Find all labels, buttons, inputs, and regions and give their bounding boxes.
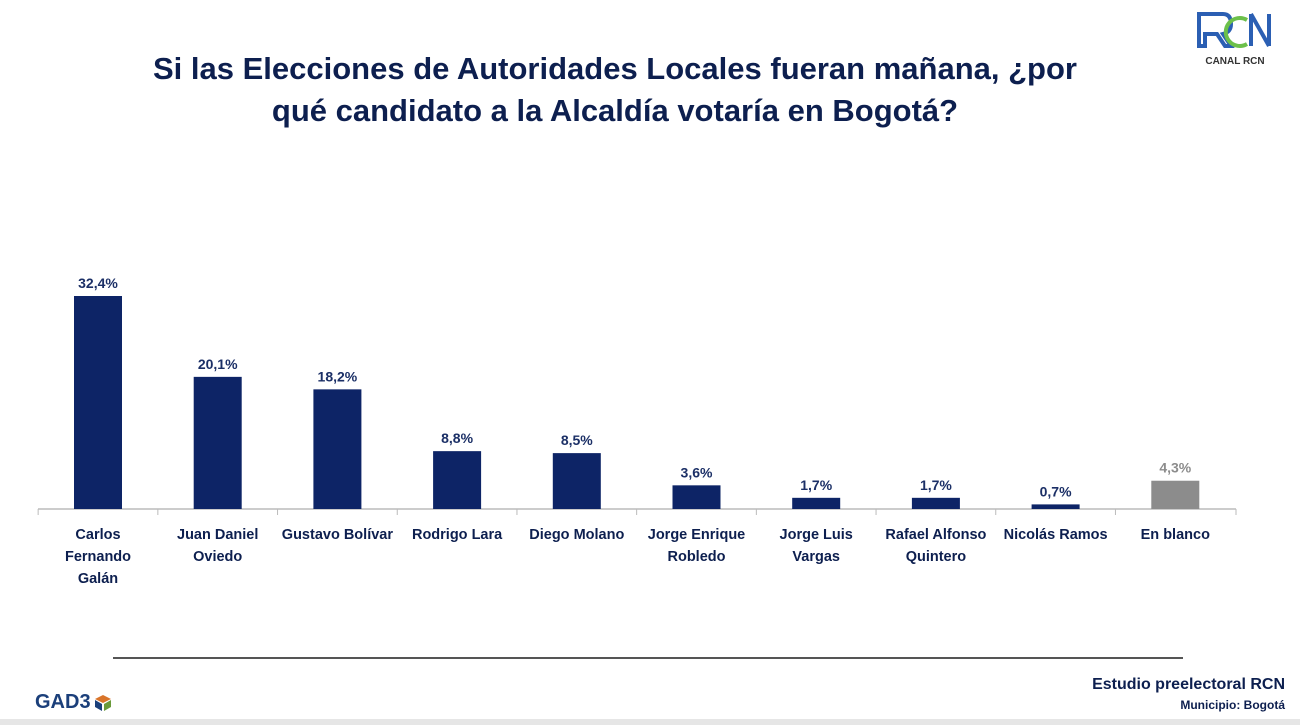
category-label: Gustavo Bolívar — [282, 527, 394, 543]
category-label: Diego Molano — [529, 527, 624, 543]
data-label: 8,5% — [561, 432, 593, 448]
chart-title: Si las Elecciones de Autoridades Locales… — [40, 48, 1190, 132]
bar — [672, 485, 721, 509]
data-label: 4,3% — [1159, 460, 1191, 476]
logo-text: CANAL RCN — [1205, 56, 1264, 67]
data-label: 32,4% — [78, 275, 118, 291]
bar — [792, 497, 841, 509]
data-label: 1,7% — [920, 477, 952, 493]
bar — [74, 296, 122, 509]
data-label: 1,7% — [800, 477, 832, 493]
study-info: Estudio preelectoral RCN Municipio: Bogo… — [1092, 676, 1285, 712]
category-label: En blanco — [1141, 527, 1210, 543]
bar — [433, 451, 482, 509]
bar — [313, 389, 362, 509]
data-label: 20,1% — [198, 356, 238, 372]
municipio: Municipio: Bogotá — [1180, 698, 1285, 712]
category-label: Vargas — [792, 549, 840, 565]
title-line-2: qué candidato a la Alcaldía votaría en B… — [271, 93, 959, 128]
title-line-1: Si las Elecciones de Autoridades Locales… — [153, 51, 1077, 86]
bar — [552, 453, 601, 509]
category-label: Quintero — [906, 549, 967, 565]
category-label: Robledo — [668, 549, 726, 565]
category-label: Jorge Enrique — [648, 527, 746, 543]
divider — [113, 657, 1183, 659]
category-label: Juan Daniel — [177, 527, 258, 543]
gad3-logo: GAD3 — [35, 691, 112, 714]
gad3-text: GAD3 — [35, 691, 91, 713]
data-label: 3,6% — [681, 464, 713, 480]
category-label: Oviedo — [193, 549, 242, 565]
study-name: Estudio preelectoral RCN — [1092, 676, 1285, 693]
bar — [193, 376, 242, 509]
bottom-border — [0, 719, 1300, 725]
category-label: Carlos — [75, 527, 120, 543]
bar — [1151, 480, 1200, 509]
category-label: Jorge Luis — [780, 527, 853, 543]
bar-chart: 32,4% Carlos Fernando Galán 20,1% Juan Daniel… — [37, 275, 1237, 587]
rcn-logo: CANAL RCN — [1197, 12, 1271, 67]
bar — [911, 497, 960, 509]
data-label: 18,2% — [318, 368, 358, 384]
category-label: Fernando — [65, 549, 131, 565]
category-label: Rafael Alfonso — [885, 527, 986, 543]
category-label: Nicolás Ramos — [1004, 527, 1108, 543]
category-label: Galán — [78, 571, 118, 587]
data-label: 8,8% — [441, 430, 473, 446]
bar — [1031, 504, 1080, 509]
data-label: 0,7% — [1040, 483, 1072, 499]
cube-icon — [94, 694, 111, 711]
category-label: Rodrigo Lara — [412, 527, 503, 543]
